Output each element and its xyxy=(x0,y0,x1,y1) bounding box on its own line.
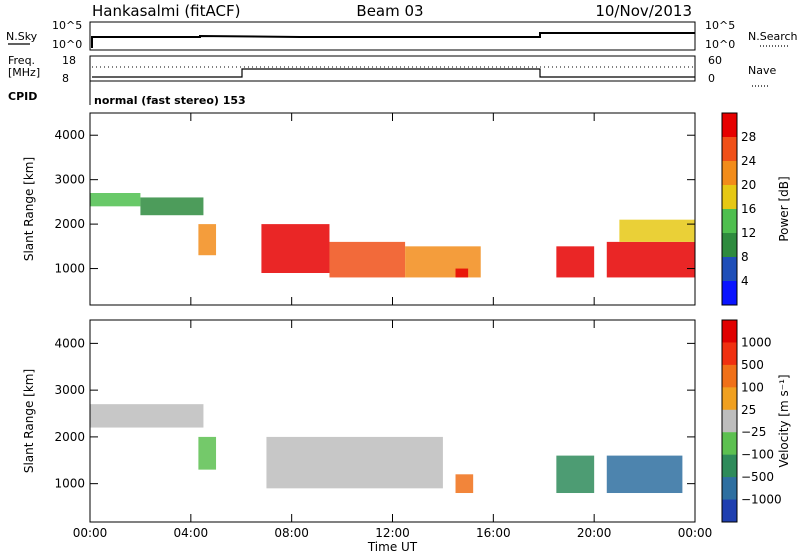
y-tick-label: 2000 xyxy=(54,217,85,231)
colorbar-segment xyxy=(722,499,737,523)
station-title: Hankasalmi (fitACF) xyxy=(92,2,240,20)
colorbar-tick-label: 12 xyxy=(741,226,756,240)
x-tick-label: 04:00 xyxy=(174,526,209,540)
colorbar-segment xyxy=(722,185,737,210)
nsky-panel: N.Sky 10^5 10^0 N.Search 10^5 10^0 xyxy=(6,19,798,51)
freq-unit: [MHz] xyxy=(8,66,40,79)
x-axis-label: Time UT xyxy=(367,540,418,554)
colorbar-segment xyxy=(722,209,737,234)
x-tick-label: 16:00 xyxy=(476,526,511,540)
y-axis-label: Slant Range [km] xyxy=(22,157,36,261)
cpid-row: CPID normal (fast stereo) 153 xyxy=(8,81,246,107)
data-region xyxy=(140,197,204,216)
freq-tick-low: 8 xyxy=(62,72,69,85)
data-region xyxy=(556,246,595,278)
velocity-heatmap-panel: 4000 3000 2000 1000 00:00 04:00 08:00 12:00 16:0… xyxy=(22,319,791,554)
colorbar-tick-label: 1000 xyxy=(741,335,772,349)
power-heatmap-panel: 4000 3000 2000 1000 Slant Range [km] 28 24 20 16… xyxy=(22,112,791,306)
data-region xyxy=(198,224,217,256)
y-tick-label: 4000 xyxy=(54,128,85,142)
data-region xyxy=(606,241,695,278)
data-region xyxy=(90,404,204,428)
y-tick-label: 3000 xyxy=(54,383,85,397)
colorbar-tick-label: 500 xyxy=(741,358,764,372)
y-tick-label: 2000 xyxy=(54,430,85,444)
colorbar-segment xyxy=(722,387,737,411)
nsky-tick-high: 10^5 xyxy=(52,19,82,32)
colorbar-label: Power [dB] xyxy=(777,176,791,241)
nave-tick-low: 0 xyxy=(708,72,715,85)
colorbar-segment xyxy=(722,113,737,138)
colorbar-tick-label: 24 xyxy=(741,154,756,168)
y-axis-label: Slant Range [km] xyxy=(22,369,36,473)
data-region xyxy=(90,193,141,207)
colorbar-tick-label: 25 xyxy=(741,403,756,417)
colorbar-segment xyxy=(722,477,737,501)
colorbar-tick-label: −100 xyxy=(741,448,774,462)
cpid-label: CPID xyxy=(8,90,37,103)
colorbar-segment xyxy=(722,161,737,186)
nsearch-label: N.Search xyxy=(748,30,798,43)
data-region xyxy=(455,474,474,494)
data-region xyxy=(455,268,469,278)
colorbar-tick-label: 8 xyxy=(741,250,749,264)
x-tick-label: 12:00 xyxy=(375,526,410,540)
data-region xyxy=(619,219,695,242)
beam-title: Beam 03 xyxy=(356,2,423,20)
colorbar-segment xyxy=(722,320,737,343)
colorbar-segment xyxy=(722,281,737,306)
x-tick-label: 20:00 xyxy=(577,526,612,540)
data-region xyxy=(329,241,406,278)
cpid-text: normal (fast stereo) 153 xyxy=(94,94,246,107)
colorbar-tick-label: 100 xyxy=(741,380,764,394)
colorbar-tick-label: 16 xyxy=(741,202,756,216)
colorbar-segment xyxy=(722,409,737,433)
y-tick-label: 4000 xyxy=(54,336,85,350)
data-region xyxy=(266,436,443,489)
data-region xyxy=(606,455,683,494)
nave-label: Nave xyxy=(748,64,776,77)
colorbar-tick-label: −1000 xyxy=(741,493,782,507)
y-tick-label: 1000 xyxy=(54,477,85,491)
colorbar-segment xyxy=(722,137,737,162)
x-tick-label: 08:00 xyxy=(274,526,309,540)
nsky-tick-low: 10^0 xyxy=(52,38,82,51)
nsky-label: N.Sky xyxy=(6,30,38,43)
x-tick-label: 00:00 xyxy=(73,526,108,540)
y-tick-label: 3000 xyxy=(54,173,85,187)
colorbar-segment xyxy=(722,454,737,478)
freq-label: Freq. xyxy=(8,54,35,67)
colorbar-tick-label: 4 xyxy=(741,274,749,288)
data-region xyxy=(556,455,595,494)
colorbar-tick-label: 20 xyxy=(741,178,756,192)
nsearch-tick-low: 10^0 xyxy=(705,38,735,51)
data-region xyxy=(261,224,330,273)
freq-panel: Freq. [MHz] 18 8 60 0 Nave xyxy=(8,54,776,87)
colorbar-frame xyxy=(721,112,738,306)
colorbar-tick-label: −500 xyxy=(741,470,774,484)
y-tick-label: 1000 xyxy=(54,262,85,276)
colorbar-segment xyxy=(722,233,737,258)
colorbar-segment xyxy=(722,342,737,366)
colorbar-tick-label: 28 xyxy=(741,130,756,144)
colorbar-segment xyxy=(722,432,737,456)
colorbar-segment xyxy=(722,257,737,282)
colorbar-label: Velocity [m s⁻¹] xyxy=(777,374,791,467)
x-tick-label: 00:00 xyxy=(678,526,713,540)
colorbar-segment xyxy=(722,364,737,388)
colorbar-tick-label: −25 xyxy=(741,425,766,439)
colorbar-frame xyxy=(721,319,738,523)
nsearch-tick-high: 10^5 xyxy=(705,19,735,32)
data-region xyxy=(198,436,217,470)
date-title: 10/Nov/2013 xyxy=(595,2,692,20)
data-region xyxy=(405,246,481,278)
nave-tick-high: 60 xyxy=(708,54,722,67)
freq-tick-high: 18 xyxy=(62,54,76,67)
